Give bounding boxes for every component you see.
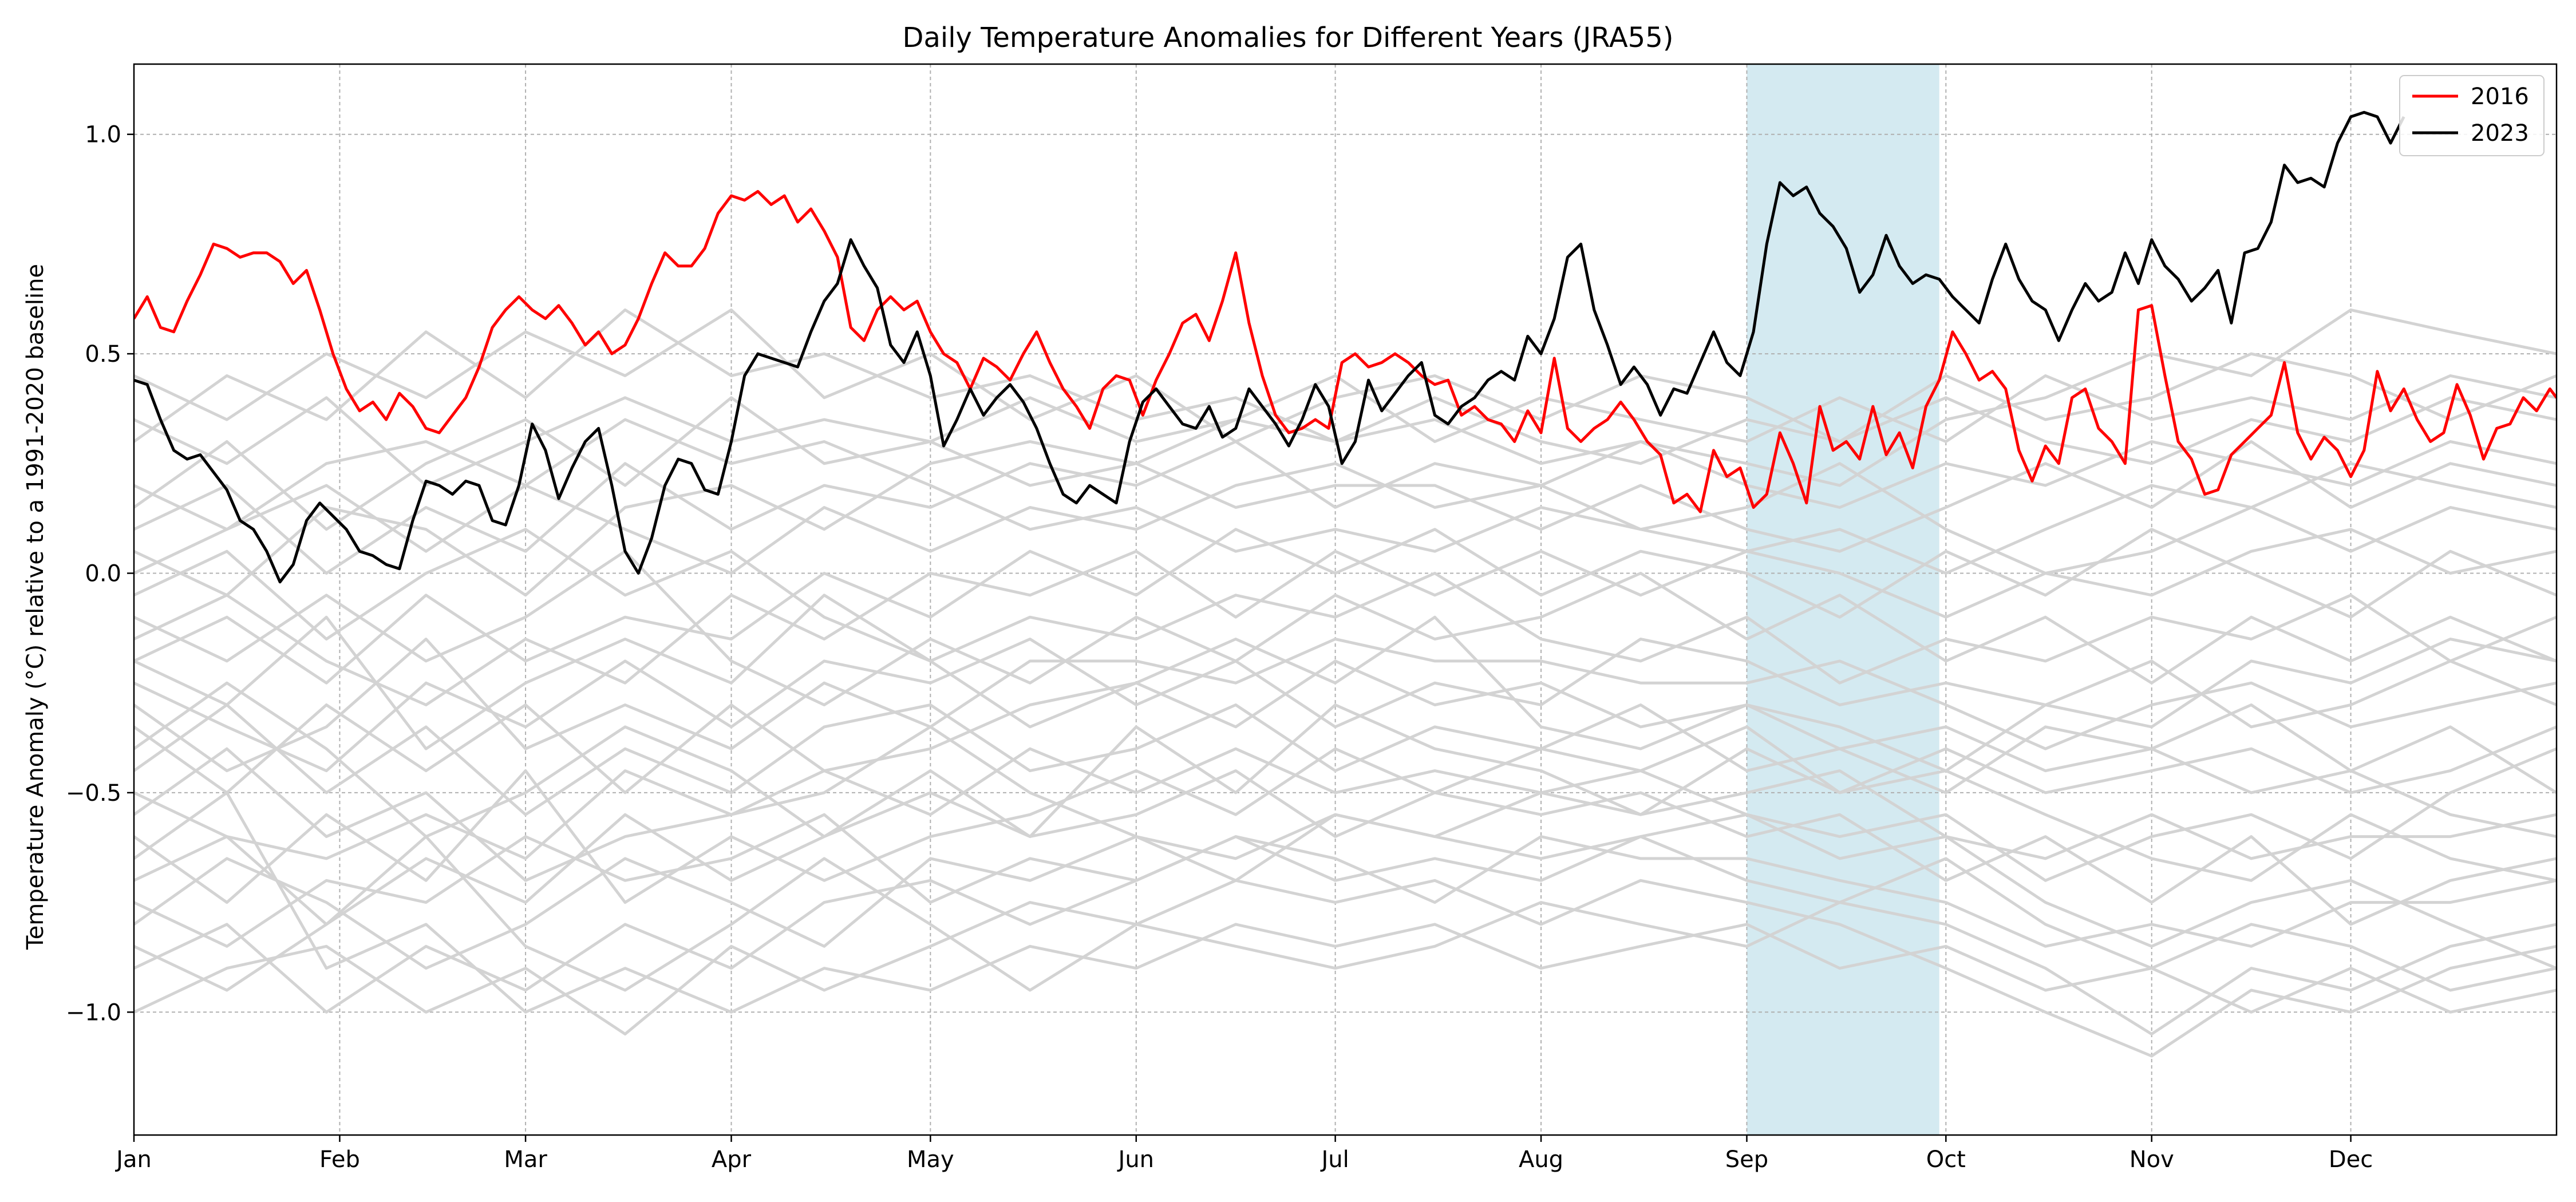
highlight-years-layer (134, 110, 2557, 584)
background-year-line (134, 308, 2557, 443)
background-year-line (134, 374, 2557, 487)
background-year-line (134, 769, 2557, 926)
y-tick-label: 0.0 (85, 560, 121, 587)
y-tick-label: −0.5 (66, 780, 121, 806)
chart-title: Daily Temperature Anomalies for Differen… (903, 22, 1674, 54)
september-highlight-layer (1747, 64, 1939, 1135)
background-year-line (134, 418, 2557, 575)
grid-layer (134, 64, 2557, 1135)
background-year-line (134, 725, 2557, 860)
x-tick-label: Dec (2329, 1146, 2373, 1173)
background-year-line (134, 396, 2557, 597)
background-years-layer (134, 308, 2557, 1058)
legend-label-2016: 2016 (2471, 84, 2529, 110)
x-tick-label: May (907, 1146, 954, 1173)
background-year-line (134, 528, 2557, 685)
legend-label-2023: 2023 (2471, 120, 2529, 147)
background-year-line (134, 813, 2557, 948)
x-axis-ticks: Jan Feb Mar Apr May Jun Jul Aug Sep Oct Nov Dec (114, 1135, 2373, 1173)
background-year-line (134, 594, 2557, 773)
series-line-2016 (134, 189, 2557, 513)
background-year-line (134, 440, 2557, 575)
x-tick-label: Jun (1117, 1146, 1155, 1173)
x-tick-label: Aug (1519, 1146, 1563, 1173)
background-year-line (134, 396, 2557, 553)
background-year-line (134, 659, 2557, 882)
background-year-line (134, 528, 2557, 706)
background-year-line (134, 638, 2557, 773)
y-tick-label: 0.5 (85, 341, 121, 367)
legend: 2016 2023 (2399, 75, 2545, 156)
y-axis-ticks: 1.0 0.5 0.0 −0.5 −1.0 (66, 122, 134, 1026)
background-year-line (134, 879, 2557, 1058)
background-year-line (134, 703, 2557, 882)
plot-frame (133, 63, 2558, 1136)
y-tick-label: −1.0 (66, 999, 121, 1026)
x-tick-label: Sep (1725, 1146, 1768, 1173)
x-tick-label: Oct (1926, 1146, 1966, 1173)
background-year-line (134, 835, 2557, 1014)
x-tick-label: Mar (504, 1146, 547, 1173)
series-line-2023 (134, 110, 2405, 584)
y-tick-label: 1.0 (85, 122, 121, 148)
september-highlight-span (1747, 64, 1939, 1135)
x-tick-label: Jul (1319, 1146, 1349, 1173)
x-tick-label: Nov (2129, 1146, 2174, 1173)
x-tick-label: Jan (114, 1146, 152, 1173)
background-year-line (134, 681, 2557, 839)
background-year-line (134, 638, 2557, 773)
background-year-line (134, 725, 2557, 904)
y-axis-label: Temperature Anomaly (°C) relative to a 1… (22, 264, 49, 950)
background-year-line (134, 528, 2557, 685)
background-year-line (134, 462, 2557, 575)
background-year-line (134, 549, 2557, 706)
x-tick-label: Feb (319, 1146, 360, 1173)
x-tick-label: Apr (712, 1146, 752, 1173)
background-year-line (134, 835, 2557, 1036)
